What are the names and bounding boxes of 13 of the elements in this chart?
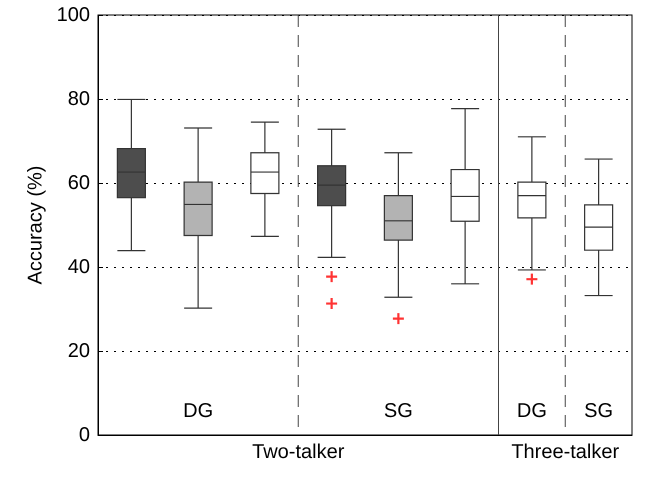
x-tick-label: SG [584,400,614,422]
y-tick-label: 20 [68,340,90,362]
y-tick-label: 100 [56,4,90,26]
y-tick-label: 60 [68,172,90,194]
text: Two-talker [252,441,345,463]
y-tick-label: 40 [68,256,90,278]
x-tick-label: DG [183,400,214,422]
y-tick-label: 80 [68,88,90,110]
y-tick-label: 0 [78,424,90,446]
y-axis-title: Accuracy (%) [24,166,47,284]
text: Three-talker [511,441,620,463]
x-tick-label: DG [516,400,547,422]
x-tick-label: SG [384,400,413,422]
